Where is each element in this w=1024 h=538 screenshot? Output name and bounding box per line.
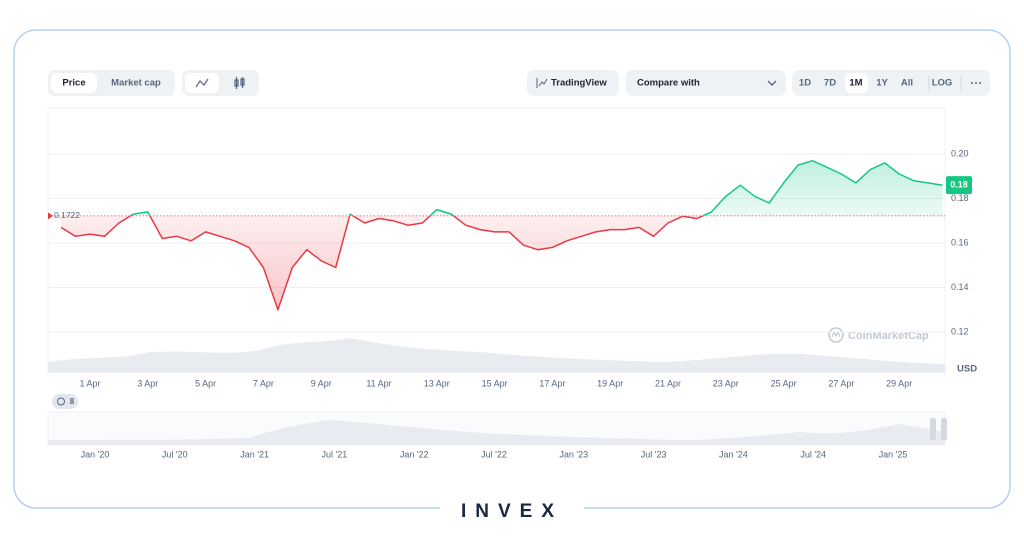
navigator-label: Jan '22 [400,449,429,459]
navigator-label: Jan '20 [81,449,110,459]
x-tick-label: 13 Apr [424,378,450,388]
range-button[interactable]: 7D [824,78,836,89]
range-group [792,70,990,96]
navigator-label: Jul '23 [641,449,667,459]
x-tick-label: 3 Apr [137,378,158,388]
y-tick-label: 0.14 [951,282,969,292]
navigator-label: Jul '20 [162,449,188,459]
range-button[interactable]: LOG [932,78,953,89]
navigator-area [48,420,945,445]
x-tick-label: 27 Apr [828,378,854,388]
navigator-handle[interactable] [941,418,947,440]
x-tick-label: 25 Apr [771,378,797,388]
watermark: CoinMarketCap [828,327,929,343]
x-tick-label: 1 Apr [79,378,100,388]
tab-active[interactable] [51,73,97,93]
history-count[interactable]: 8 [70,397,75,406]
x-tick-label: 23 Apr [713,378,739,388]
price-line [60,159,943,311]
baseline-marker [48,212,53,220]
y-tick-label: 0.20 [951,148,969,158]
navigator-label: Jan '25 [879,449,908,459]
history-icon [57,397,65,406]
tv-icon [538,78,548,87]
compare-label[interactable]: Compare with [637,78,700,89]
y-tick-label: 0.16 [951,237,969,247]
y-tick-label: 0.18 [951,193,969,203]
compare-select[interactable] [626,70,786,96]
more-button[interactable] [971,82,981,84]
navigator-label: Jul '21 [322,449,348,459]
chevron [767,80,777,86]
brand: INVEX [461,501,563,522]
x-tick-label: 9 Apr [311,378,332,388]
candle-icon[interactable] [234,77,245,89]
navigator-label: Jul '22 [481,449,507,459]
watermark-label: CoinMarketCap [848,330,929,342]
tradingview-button[interactable] [527,70,619,96]
x-tick-label: 11 Apr [366,378,391,388]
unit-label: USD [957,364,977,375]
baseline-label: 0.1722 [54,210,80,220]
x-tick-label: 19 Apr [597,378,623,388]
x-tick-label: 7 Apr [253,378,274,388]
navigator-handle[interactable] [930,418,936,440]
range-active[interactable] [845,73,868,93]
x-tick-label: 15 Apr [482,378,508,388]
range-button[interactable]: 1D [799,78,811,89]
x-tick-label: 17 Apr [539,378,565,388]
price-badge [946,176,972,195]
price-badge-label: 0.18 [950,180,968,190]
navigator-label: Jan '21 [240,449,269,459]
navigator-label: Jan '23 [559,449,588,459]
range-button[interactable]: 1Y [876,78,888,89]
tab[interactable]: Price [62,78,85,89]
tradingview-label[interactable]: TradingView [551,78,607,89]
range-button[interactable]: 1M [849,78,862,89]
x-tick-label: 5 Apr [195,378,216,388]
navigator-label: Jul '24 [800,449,826,459]
x-tick-label: 21 Apr [655,378,681,388]
y-tick-label: 0.12 [951,326,969,336]
brand-bg [440,498,584,522]
line-icon [195,78,209,88]
volume-area [48,338,945,372]
x-tick-label: 29 Apr [886,378,912,388]
tab[interactable]: Market cap [111,78,161,89]
price-area [61,160,943,310]
navigator-label: Jan '24 [719,449,748,459]
range-button[interactable]: All [901,78,913,89]
